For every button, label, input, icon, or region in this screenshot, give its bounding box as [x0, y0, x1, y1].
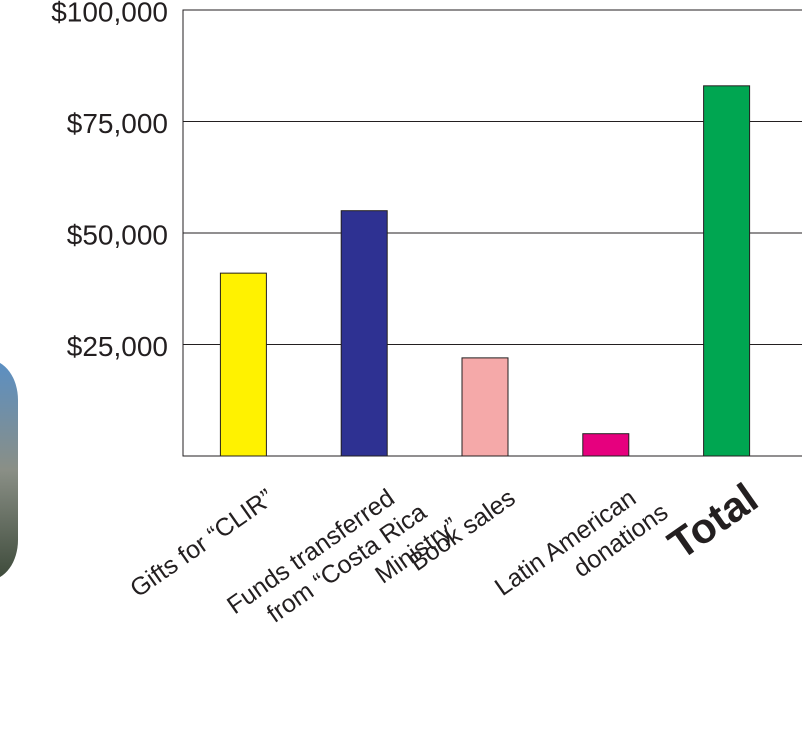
y-tick-label: $25,000 — [67, 331, 168, 362]
y-tick-label: $75,000 — [67, 108, 168, 139]
x-tick-label: Latin Americandonations — [490, 473, 673, 626]
photo-fragment — [0, 363, 18, 577]
bar — [219, 272, 267, 457]
y-tick-label: $50,000 — [67, 219, 168, 250]
bar — [703, 85, 751, 457]
y-tick-label: $100,000 — [51, 0, 168, 27]
bar — [582, 433, 630, 457]
x-tick-label: Total — [660, 474, 767, 568]
bar — [461, 357, 509, 457]
bar — [340, 210, 388, 457]
